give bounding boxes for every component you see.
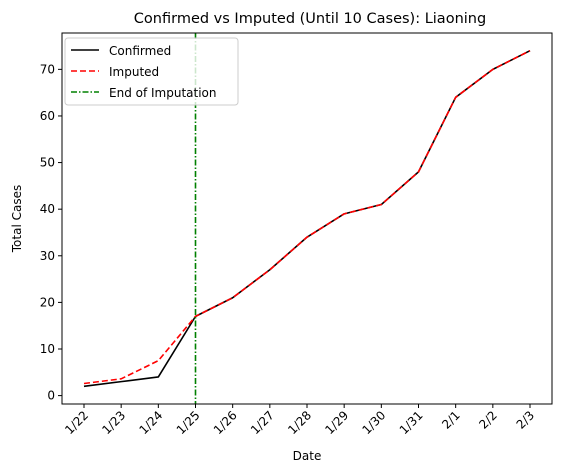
x-tick-label: 1/27: [248, 408, 277, 437]
x-tick-label: 1/29: [322, 408, 351, 437]
x-tick-label: 1/26: [211, 408, 240, 437]
y-axis: 0 10 20 30 40 50 60 70: [40, 62, 62, 403]
y-tick-label: 40: [40, 202, 55, 216]
y-tick-label: 70: [40, 62, 55, 76]
x-tick-label: 2/3: [514, 408, 538, 432]
y-tick-label: 10: [40, 342, 55, 356]
x-tick-label: 1/25: [174, 408, 203, 437]
y-tick-label: 20: [40, 295, 55, 309]
x-tick-label: 1/23: [99, 408, 128, 437]
x-tick-label: 1/24: [136, 408, 165, 437]
legend-label-imputed: Imputed: [109, 65, 159, 79]
y-tick-label: 30: [40, 249, 55, 263]
x-tick-label: 2/1: [439, 408, 463, 432]
x-axis-label: Date: [293, 449, 322, 463]
x-tick-label: 1/22: [62, 408, 91, 437]
x-tick-label: 1/28: [285, 408, 314, 437]
y-tick-label: 60: [40, 109, 55, 123]
chart-title: Confirmed vs Imputed (Until 10 Cases): L…: [134, 11, 486, 27]
legend-label-end-of-imputation: End of Imputation: [109, 86, 217, 100]
legend: Confirmed Imputed End of Imputation: [64, 37, 239, 106]
x-tick-label: 1/30: [359, 408, 388, 437]
legend-label-confirmed: Confirmed: [109, 44, 171, 58]
y-tick-label: 50: [40, 156, 55, 170]
x-tick-label: 2/2: [476, 408, 500, 432]
y-axis-label: Total Cases: [10, 185, 24, 253]
legend-box: [64, 37, 239, 106]
series-line-imputed: [83, 49, 531, 385]
y-tick-label: 0: [47, 389, 55, 403]
x-axis: 1/22 1/23 1/24 1/25 1/26 1/27 1/28 1/29 1/30 1/31…: [62, 404, 537, 437]
x-tick-label: 1/31: [397, 408, 426, 437]
